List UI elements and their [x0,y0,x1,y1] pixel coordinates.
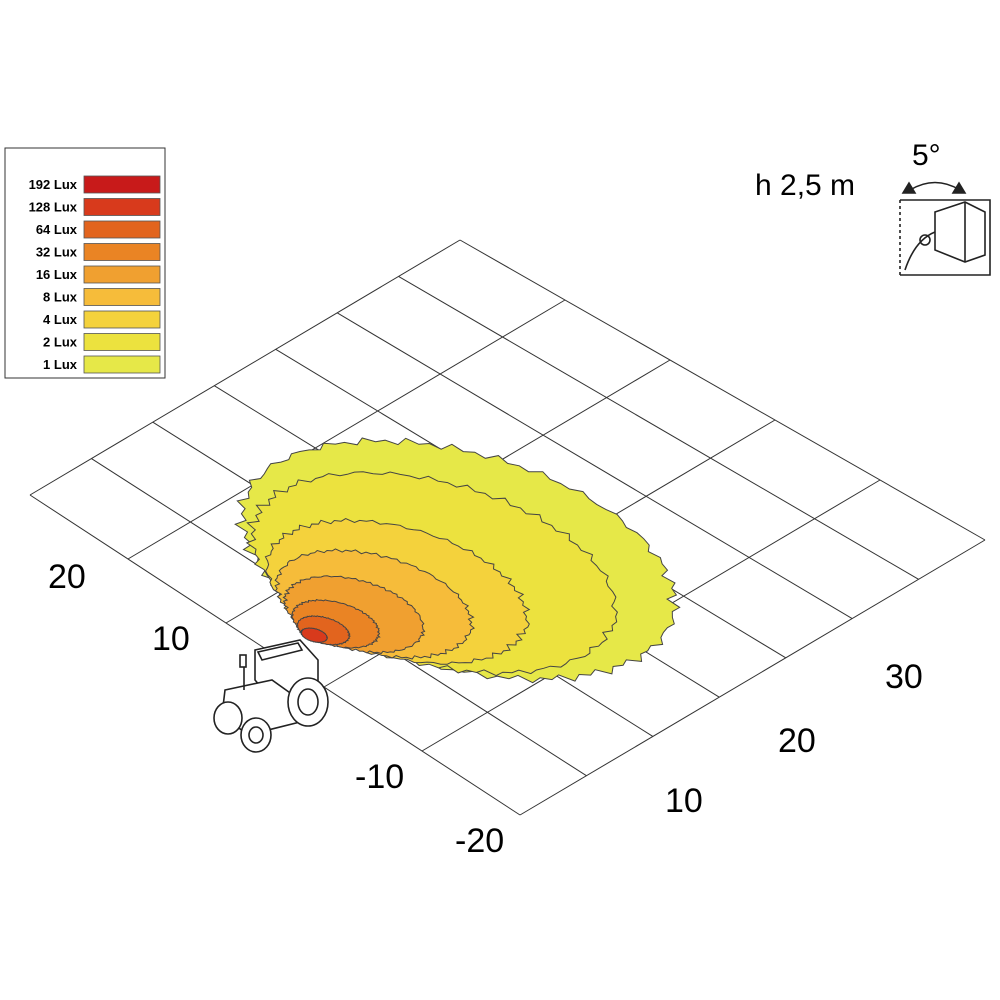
grid-line [336,312,853,620]
tractor [213,639,329,753]
axis-label: 10 [152,620,190,658]
legend-label: 2 Lux [43,335,78,350]
legend-swatch [83,175,161,194]
legend-swatch [83,265,161,284]
contour [299,627,329,644]
legend-swatch [83,288,161,306]
legend-label: 4 Lux [43,312,78,327]
axis-label: 20 [778,722,816,760]
grid-line [127,299,566,560]
legend-label: 8 Lux [43,290,78,305]
legend-swatch [83,310,161,329]
mount-icon [899,181,991,276]
axis-label: 20 [48,558,86,596]
axis-labels: 20 10 -10 -20 10 20 30 [48,558,923,860]
legend-label: 1 Lux [43,357,78,372]
legend-swatch [83,220,161,239]
mount-height: h 2,5 m [755,169,855,202]
axis-label: 10 [665,782,703,820]
axis-label: -10 [355,758,404,796]
legend-swatch [83,198,161,216]
legend-swatch [83,355,161,374]
legend-label: 32 Lux [36,245,78,260]
grid-line [29,239,461,496]
legend-label: 16 Lux [36,267,78,282]
grid-line [519,539,986,816]
legend-label: 64 Lux [36,222,78,237]
grid-line [398,275,919,580]
legend-swatch [83,333,161,351]
axis-label: 30 [885,658,923,696]
light-contours [234,437,681,684]
legend-label: 128 Lux [29,200,78,215]
mount-angle: 5° [912,139,941,172]
legend-swatch [83,243,161,261]
grid-line [459,239,986,541]
legend-label: 192 Lux [29,177,78,192]
axis-label: -20 [455,822,504,860]
legend: 192 Lux 128 Lux 64 Lux 32 Lux 16 Lux 8 Lux 4 L… [29,175,161,374]
